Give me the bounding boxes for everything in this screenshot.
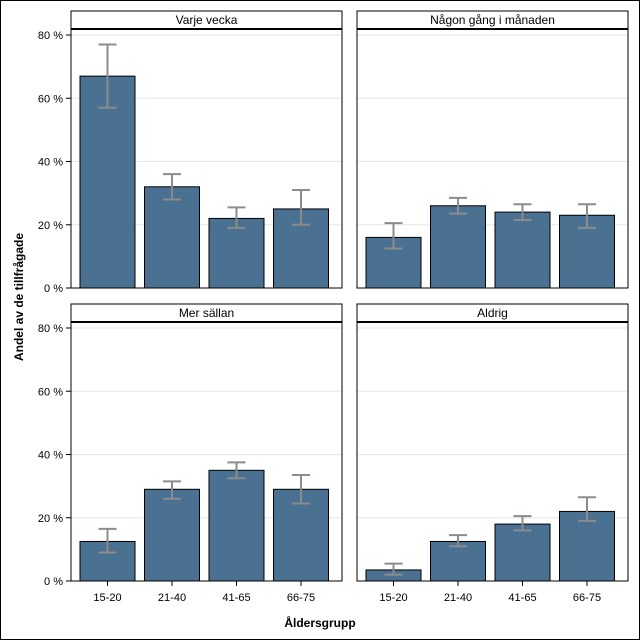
y-tick-label: 20 % [38,513,63,525]
y-tick-label: 60 % [38,386,63,398]
panel-border [70,321,343,582]
bar [273,488,329,582]
bar [208,469,265,582]
bar [144,186,200,289]
y-tick-label: 60 % [38,93,63,105]
y-tick-label: 40 % [38,450,63,462]
panel-title: Någon gång i månaden [430,13,555,27]
x-tick-label: 41-65 [508,592,536,604]
y-tick-label: 20 % [38,220,63,232]
panel-title: Varje vecka [176,13,238,27]
y-tick-label: 40 % [38,157,63,169]
x-tick-label: 41-65 [222,592,250,604]
x-tick-label: 21-40 [444,592,472,604]
y-tick-label: 80 % [38,30,63,42]
x-tick-label: 66-75 [573,592,601,604]
panel-title: Mer sällan [179,306,234,320]
bar [430,205,486,289]
panel-border [70,28,343,289]
bar [144,488,200,582]
x-axis-title: Åldersgrupp [284,615,355,630]
panel-border [356,321,629,582]
x-tick-label: 15-20 [379,592,407,604]
bar [559,510,615,582]
x-tick-label: 21-40 [158,592,186,604]
bar [494,211,551,289]
y-tick-label: 80 % [38,323,63,335]
y-tick-label: 0 % [44,576,63,588]
bar [208,217,265,289]
bar [430,540,486,582]
x-tick-label: 66-75 [287,592,315,604]
x-tick-label: 15-20 [93,592,121,604]
y-axis-title: Andel av de tillfrågade [12,233,26,361]
panel-title: Aldrig [477,306,508,320]
bar [494,523,551,582]
panel-border [356,28,629,289]
bar [79,75,136,289]
y-tick-label: 0 % [44,283,63,295]
